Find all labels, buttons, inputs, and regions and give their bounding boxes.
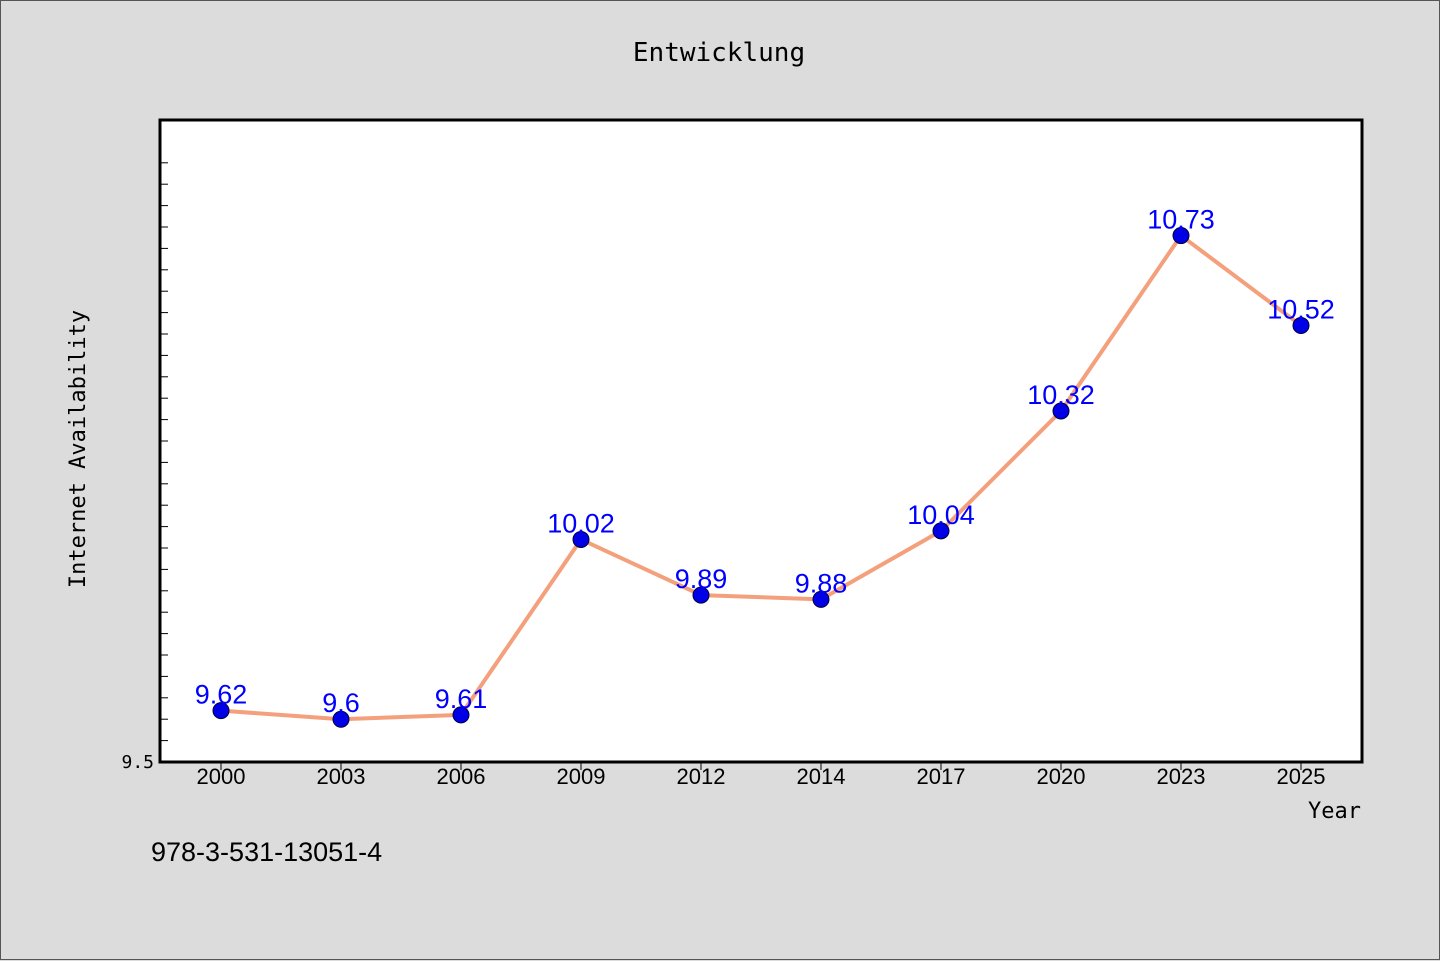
series-markers [212, 227, 1310, 728]
x-axis-label: Year [1308, 799, 1361, 824]
data-point [932, 522, 950, 540]
data-label: 9.62 [195, 680, 248, 710]
y-axis-ticks [160, 162, 168, 742]
y-axis-label: Internet Availability [66, 310, 91, 588]
x-axis-ticks: 2000 2003 2006 2009 2012 2014 2017 2020 2023 2025 [197, 762, 1326, 789]
x-tick-label: 2014 [797, 764, 846, 789]
data-point [572, 530, 590, 548]
data-point [212, 702, 230, 720]
data-label: 9.89 [675, 564, 728, 594]
data-label: 10.73 [1147, 205, 1215, 235]
data-label: 10.32 [1027, 380, 1095, 410]
x-tick-label: 2020 [1037, 764, 1086, 789]
footer-code: 978-3-531-13051-4 [151, 837, 383, 867]
data-label: 10.04 [907, 500, 975, 530]
data-point [812, 590, 830, 608]
x-tick-label: 2009 [557, 764, 606, 789]
data-point [1052, 402, 1070, 420]
data-point [692, 586, 710, 604]
x-tick-label: 2023 [1157, 764, 1206, 789]
data-label: 9.6 [322, 688, 360, 718]
x-tick-label: 2006 [437, 764, 486, 789]
x-tick-label: 2017 [917, 764, 966, 789]
data-labels: 9.62 9.6 9.61 10.02 9.89 9.88 10.04 10.32 10.73 1… [195, 205, 1335, 719]
x-tick-label: 2003 [317, 764, 366, 789]
data-label: 9.61 [435, 684, 488, 714]
data-label: 10.52 [1267, 294, 1335, 324]
data-point [332, 710, 350, 728]
x-tick-label: 2025 [1277, 764, 1326, 789]
data-label: 10.02 [547, 508, 615, 538]
x-tick-label: 2000 [197, 764, 246, 789]
x-tick-label: 2012 [677, 764, 726, 789]
y-tick-label: 9.5 [121, 752, 154, 773]
data-point [452, 706, 470, 724]
data-label: 9.88 [795, 568, 848, 598]
series-line [220, 233, 1303, 722]
data-point [1172, 227, 1190, 245]
plot-area [158, 118, 1364, 764]
chart-title: Entwicklung [633, 38, 805, 68]
data-point [1292, 316, 1310, 334]
